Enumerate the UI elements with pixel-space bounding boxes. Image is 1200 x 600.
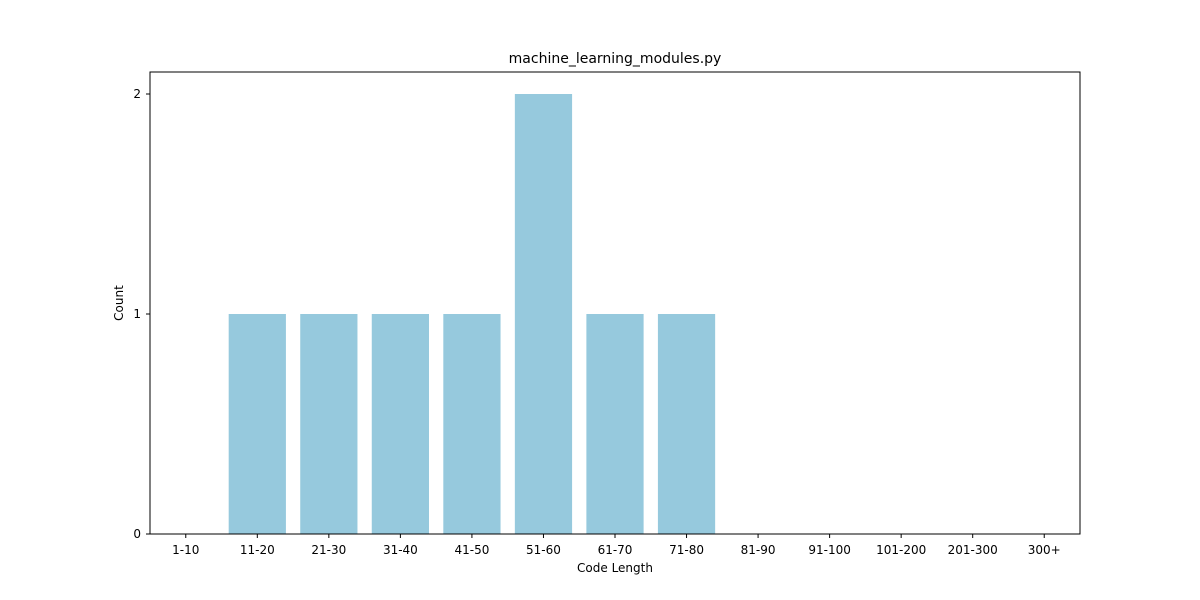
bar-41-50 [443, 314, 501, 534]
x-tick-label: 300+ [1028, 543, 1061, 557]
x-tick-label: 81-90 [741, 543, 776, 557]
bar-11-20 [228, 314, 286, 534]
y-tick-label: 0 [133, 527, 141, 541]
x-tick-label: 31-40 [383, 543, 418, 557]
y-tick-label: 1 [133, 307, 141, 321]
bar-31-40 [371, 314, 429, 534]
x-tick-label: 91-100 [808, 543, 851, 557]
x-axis-label: Code Length [577, 561, 653, 575]
x-tick-label: 51-60 [526, 543, 561, 557]
x-tick-label: 1-10 [172, 543, 199, 557]
y-tick-label: 2 [133, 87, 141, 101]
bar-21-30 [300, 314, 358, 534]
x-tick-label: 21-30 [311, 543, 346, 557]
x-tick-label: 61-70 [598, 543, 633, 557]
bar-61-70 [586, 314, 644, 534]
x-tick-label: 201-300 [948, 543, 998, 557]
bar-51-60 [514, 94, 573, 534]
x-tick-label: 11-20 [240, 543, 275, 557]
y-axis-label: Count [112, 285, 126, 321]
chart-title: machine_learning_modules.py [509, 51, 722, 67]
bar-71-80 [657, 314, 716, 534]
x-axis: 1-10 11-20 21-30 31-40 41-50 51-60 61-70 71-80 8… [172, 534, 1061, 557]
x-tick-label: 101-200 [876, 543, 926, 557]
x-tick-label: 41-50 [454, 543, 489, 557]
bars-group [228, 94, 716, 534]
y-axis: 0 1 2 [133, 87, 150, 541]
x-tick-label: 71-80 [669, 543, 704, 557]
